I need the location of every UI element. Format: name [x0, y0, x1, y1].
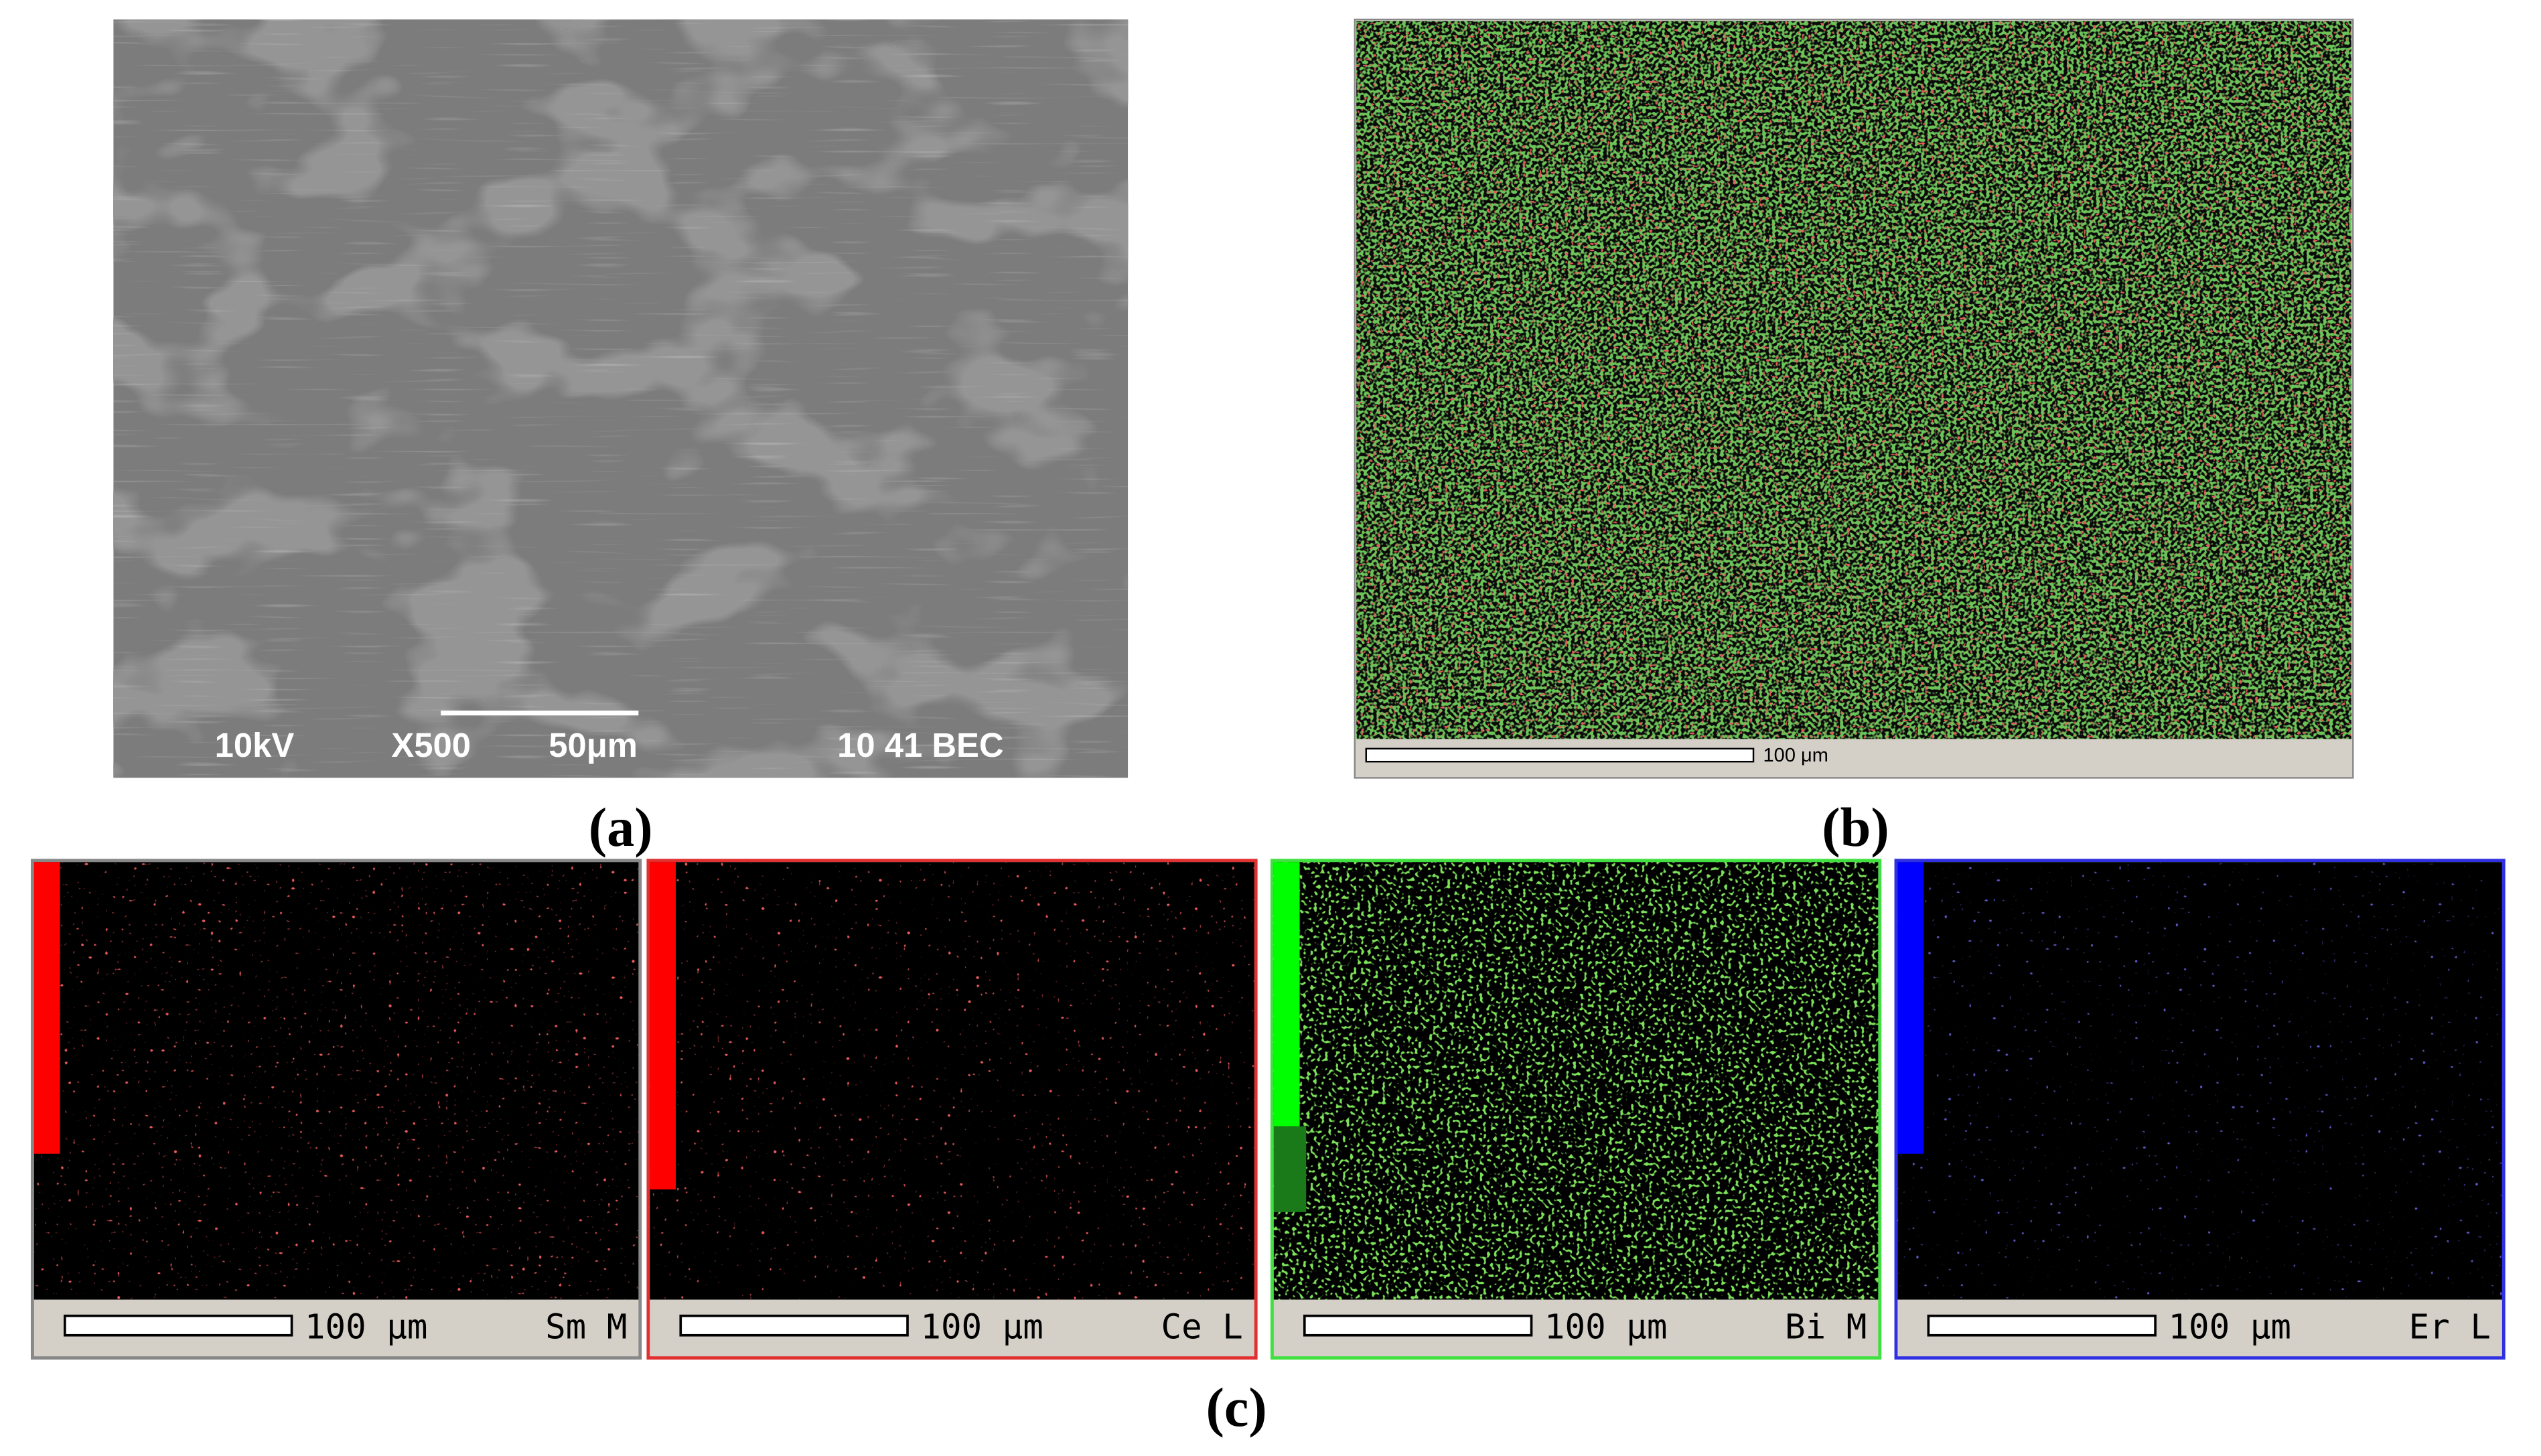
element-map: 100 μm Er L [1894, 859, 2506, 1360]
map-dots [1897, 862, 2502, 1300]
scale-text: 100 μm [305, 1307, 427, 1347]
panel-b: 100 μm (b) [1354, 18, 2354, 858]
intensity-bar [1273, 862, 1300, 1126]
scale-text: 100 μm [2168, 1307, 2291, 1347]
map-red [1356, 21, 2351, 739]
scale-bar [1365, 747, 1755, 763]
panel-c: (c) 100 μm Sm M 100 μm Ce L 100 μm Bi M 100 μm… [31, 859, 2506, 1438]
element-label: Sm M [545, 1307, 627, 1347]
element-map: 100 μm Bi M [1270, 859, 1882, 1360]
scale-bar [64, 1314, 293, 1337]
map-dots [650, 862, 1254, 1300]
scale-text: 100 μm [1544, 1307, 1668, 1347]
element-map: 100 μm Sm M [31, 859, 642, 1360]
scale-text: 50μm [549, 726, 638, 764]
scale-bar [1927, 1314, 2157, 1337]
map-dots [1273, 862, 1879, 1300]
intensity-bar [33, 862, 60, 1154]
map-dots [33, 862, 639, 1300]
scale-bar [1303, 1314, 1533, 1337]
intensity-bar [650, 862, 676, 1189]
intensity-bar-low [1273, 1126, 1307, 1212]
sem-scanlines [113, 19, 1129, 778]
panel-label: (b) [1822, 797, 1889, 858]
panel-label: (a) [589, 797, 653, 858]
panel-label: (c) [1206, 1377, 1267, 1438]
intensity-bar [1897, 862, 1924, 1154]
element-label: Bi M [1785, 1307, 1867, 1347]
info: 10 41 BEC [837, 726, 1003, 764]
voltage: 10kV [215, 726, 295, 764]
element-label: Er L [2409, 1307, 2491, 1347]
element-map: 100 μm Ce L [646, 859, 1258, 1360]
panel-a: 10kV X500 50μm 10 41 BEC (a) [113, 19, 1129, 858]
scale-text: 100 μm [920, 1307, 1043, 1347]
scale-text: 100 μm [1763, 745, 1828, 766]
element-label: Ce L [1161, 1307, 1243, 1347]
magnification: X500 [391, 726, 471, 764]
scale-bar [679, 1314, 909, 1337]
